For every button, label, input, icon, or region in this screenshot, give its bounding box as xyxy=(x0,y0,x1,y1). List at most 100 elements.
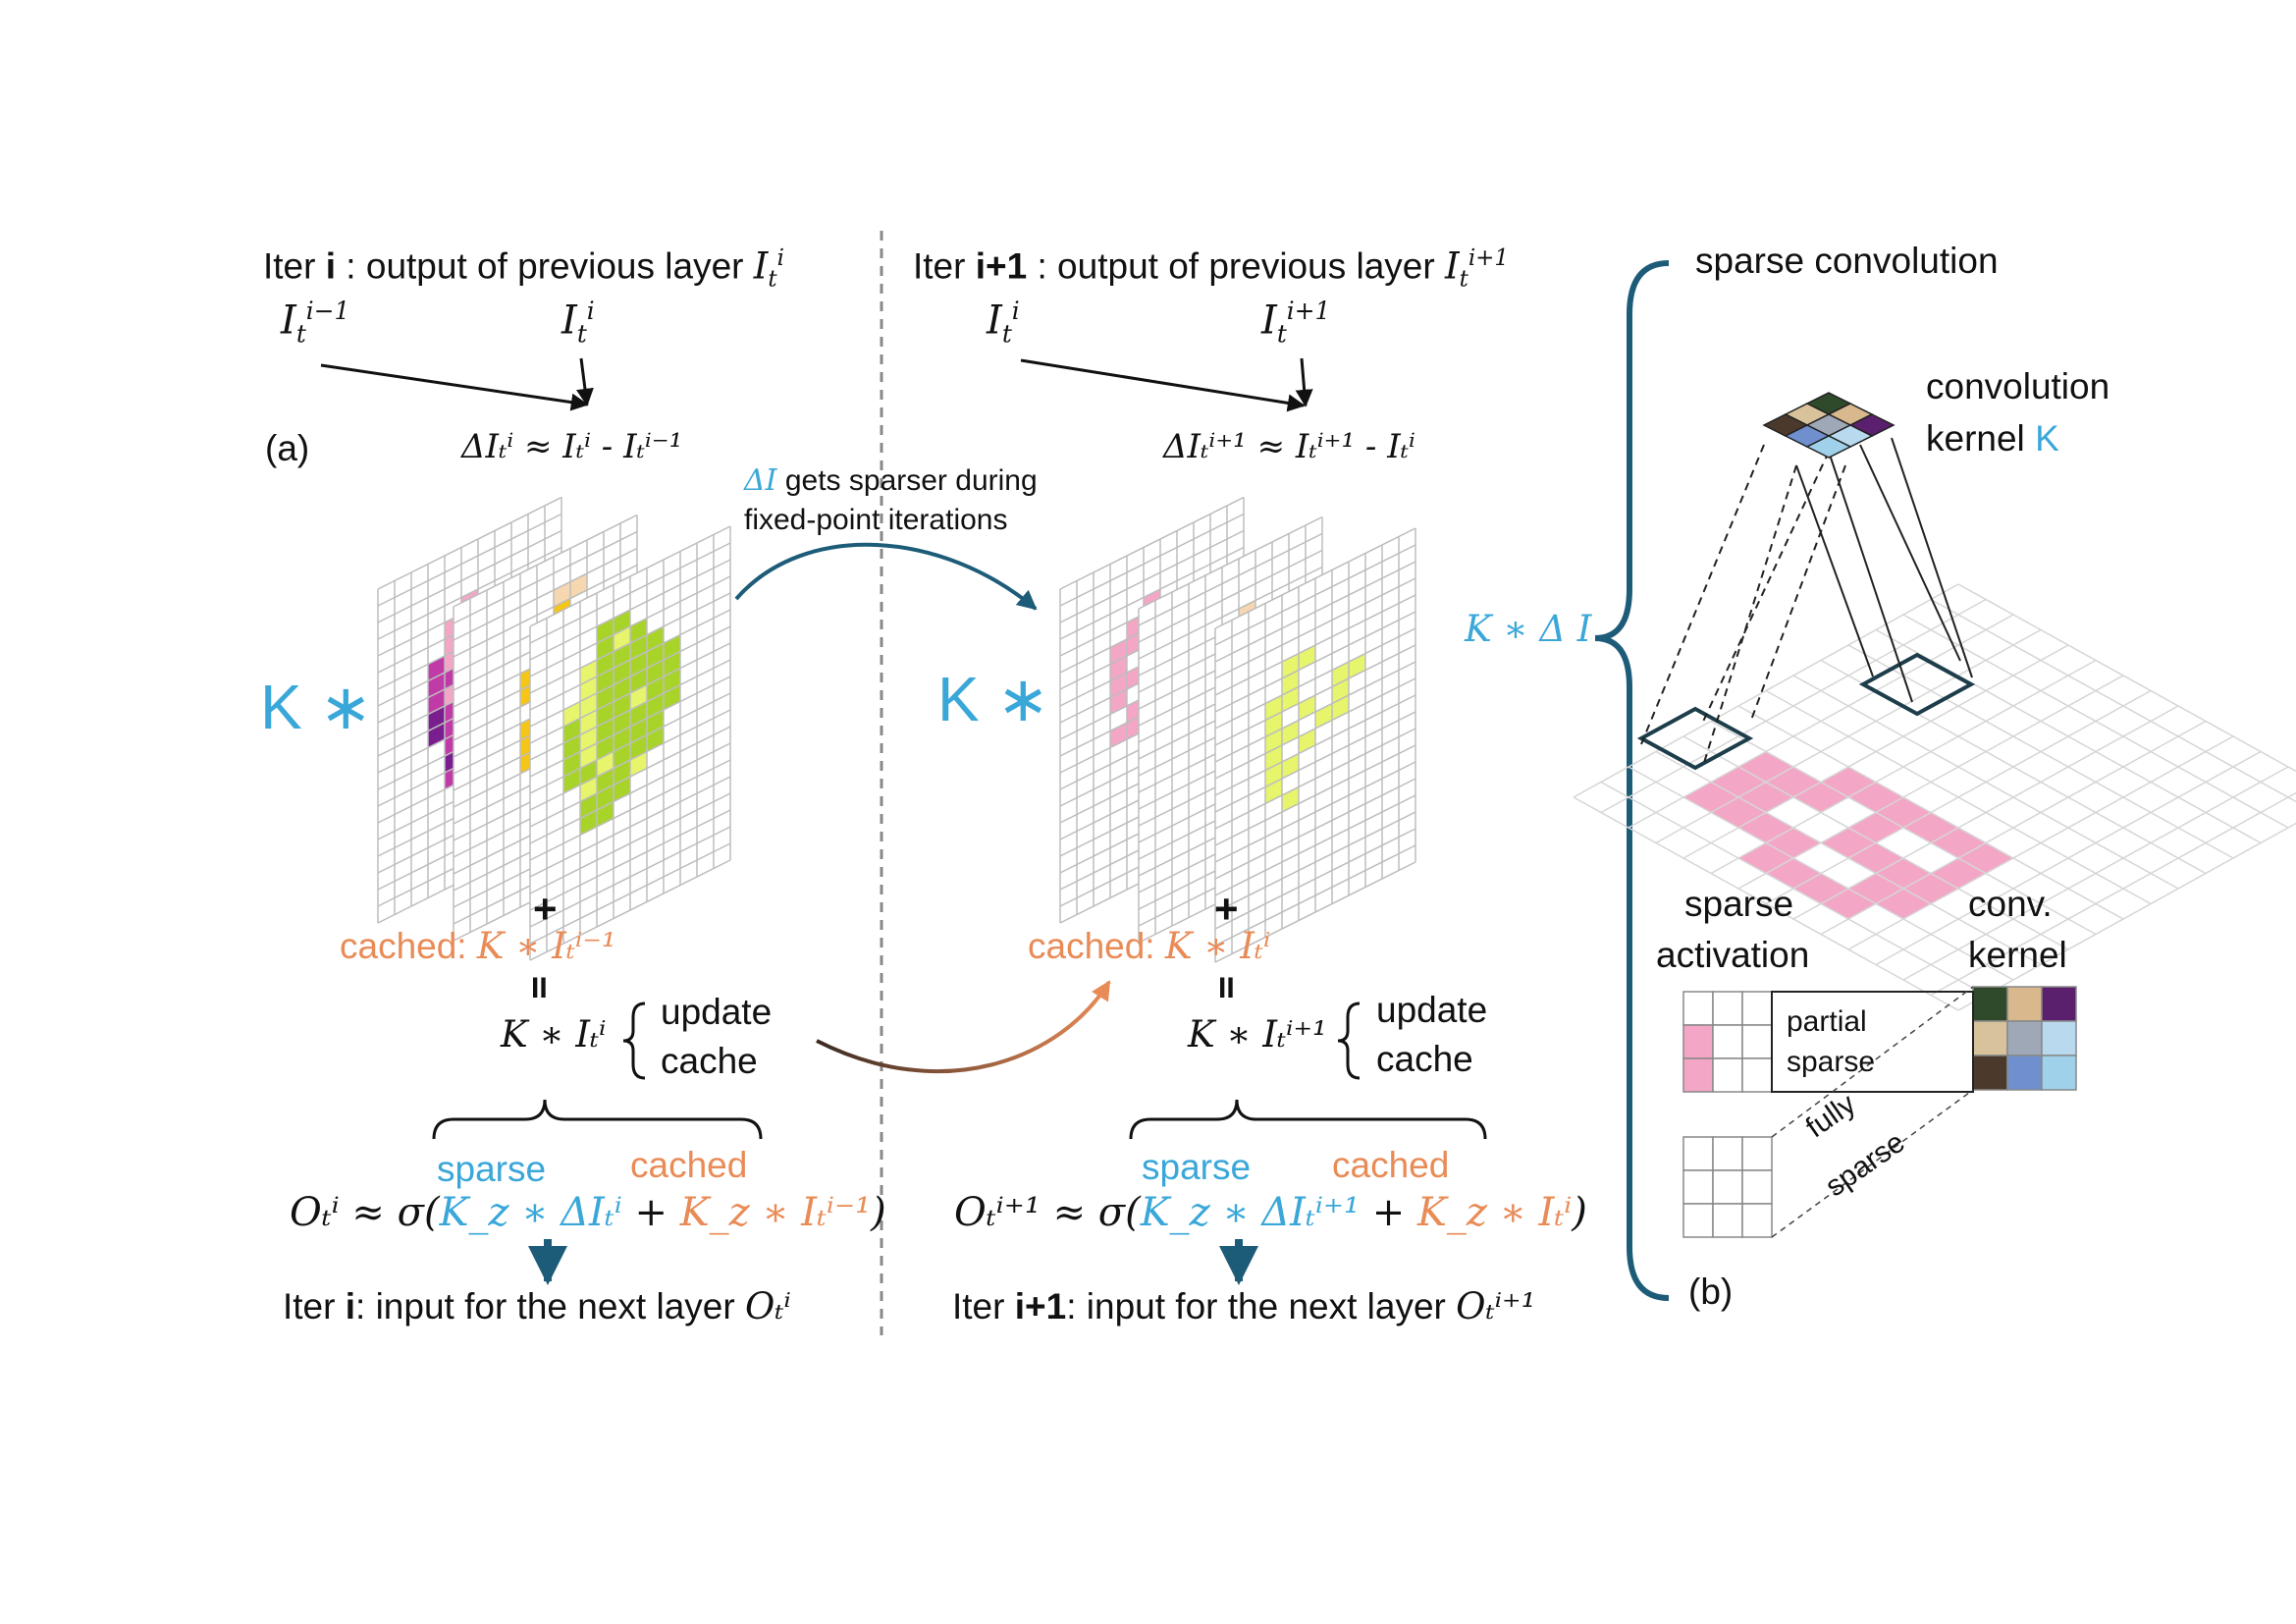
sparse-activation-full-cell xyxy=(1741,1136,1773,1171)
conv-kernel-2: kernel xyxy=(1968,935,2067,975)
right-input-prev: Iti xyxy=(987,297,1020,349)
kernel-footprint-dense xyxy=(1858,652,1976,717)
plane-line xyxy=(1957,822,2296,1011)
sparse-activation-2: activation xyxy=(1656,935,1810,975)
sparse-activation-partial-cell xyxy=(1682,991,1714,1026)
right-layer-3 xyxy=(1214,527,1416,963)
kernel-3d-cell xyxy=(1805,435,1852,459)
plane-line xyxy=(1710,720,2097,936)
conv-kernel-grid xyxy=(1972,986,2077,1091)
update-brace-left xyxy=(622,1001,646,1080)
right-cached: cached: K ∗ Iₜⁱ xyxy=(1028,925,1271,967)
plane-line xyxy=(1930,598,2296,803)
sparser-note-line1: ΔI gets sparser during xyxy=(744,463,1038,498)
right-sparse-label: sparse xyxy=(1142,1147,1252,1187)
conv-kernel-grid-cell xyxy=(2041,1020,2077,1056)
conv-kernel-grid-cell xyxy=(2006,986,2043,1022)
left-layer-1-hline xyxy=(377,529,562,623)
right-equals: II xyxy=(1218,972,1235,1004)
left-update: update xyxy=(661,992,773,1032)
plane-line xyxy=(1628,766,2014,981)
right-layer-2-hline xyxy=(1138,549,1323,643)
kernel-projection-lines xyxy=(1640,437,1973,767)
sparse-activation-full-cell xyxy=(1682,1203,1714,1238)
right-activation-grids xyxy=(1059,496,1416,963)
right-layer-1-hline xyxy=(1059,513,1245,607)
right-title: Iter i+1 : output of previous layer Iti+… xyxy=(913,244,1509,293)
partial-sparse-1: partial xyxy=(1787,1005,1867,1038)
plane-line xyxy=(1875,750,2262,966)
sparse-activation-partial-cell xyxy=(1712,1024,1743,1059)
left-cache: cache xyxy=(661,1041,758,1081)
sparse-activation-full-cell xyxy=(1682,1169,1714,1205)
panel-a-label: (a) xyxy=(265,428,310,468)
right-update: update xyxy=(1376,990,1488,1030)
right-input-curr: Iti+1 xyxy=(1261,297,1331,349)
full-connector-bottom xyxy=(1771,1089,1974,1238)
left-cached-label: cached xyxy=(630,1145,748,1185)
sparse-activation-full-cell xyxy=(1741,1203,1773,1238)
conv-kernel-grid-cell xyxy=(1972,986,2008,1022)
partial-sparse-2: sparse xyxy=(1787,1046,1876,1078)
sparse-activation-partial xyxy=(1682,991,1773,1093)
sparse-activation-partial-cell xyxy=(1712,991,1743,1026)
right-cache: cache xyxy=(1376,1039,1473,1079)
panel-b-title: sparse convolution xyxy=(1695,241,1999,281)
left-layer-1-hline xyxy=(377,496,562,590)
conv-kernel-grid-cell xyxy=(1972,1020,2008,1056)
left-layer-2-hline xyxy=(453,547,638,641)
left-layer-3 xyxy=(529,525,731,961)
right-layer-2-hline xyxy=(1138,515,1323,610)
left-result: K ∗ Iₜⁱ xyxy=(501,1013,607,1056)
right-output-eq: Oₜⁱ⁺¹ ≈ σ(K_z ∗ ΔIₜⁱ⁺¹ + K_z ∗ Iₜⁱ) xyxy=(954,1190,1587,1235)
right-layer-1-hline xyxy=(1059,529,1245,623)
conv-kernel-1: conv. xyxy=(1968,884,2053,924)
conv-kernel-grid-cell xyxy=(2006,1055,2043,1091)
arrow-right-curr xyxy=(1295,357,1313,407)
cache-update-arrow xyxy=(816,980,1111,1074)
small-grids xyxy=(1682,986,2077,1238)
right-result: K ∗ Iₜⁱ⁺¹ xyxy=(1188,1013,1327,1056)
sparse-activation-full-cell xyxy=(1741,1169,1773,1205)
left-input-prev: Iti−1 xyxy=(281,297,350,349)
left-layer-2-hline xyxy=(453,530,638,624)
right-next-layer: Iter i+1: input for the next layer Oₜⁱ⁺¹ xyxy=(952,1285,1536,1327)
plane-line xyxy=(1682,735,2069,950)
arrow-left-curr xyxy=(576,357,594,406)
panel-b-label: (b) xyxy=(1688,1272,1734,1312)
right-layer-1-hline xyxy=(1059,496,1245,590)
partial-connector xyxy=(1771,991,1974,1093)
sparse-activation-full-cell xyxy=(1712,1136,1743,1171)
left-title: Iter i : output of previous layer Iti xyxy=(263,244,784,293)
kernel-3d xyxy=(1762,392,1896,459)
plane-line xyxy=(1737,705,2124,920)
panel-b-brace-label: K ∗ Δ I xyxy=(1465,608,1592,650)
left-output-eq: Oₜⁱ ≈ σ(K_z ∗ ΔIₜⁱ + K_z ∗ Iₜⁱ⁻¹) xyxy=(290,1190,886,1235)
left-input-curr: Iti xyxy=(561,297,595,349)
sparse-activation-full-cell xyxy=(1712,1169,1743,1205)
plane-line xyxy=(1765,689,2152,905)
arrow-right-prev xyxy=(1020,358,1306,412)
sparse-activation-partial-cell xyxy=(1682,1024,1714,1059)
full-connector-top xyxy=(1771,986,1974,1138)
plane-line xyxy=(1820,720,2207,936)
sparse-activation-full-cell xyxy=(1712,1203,1743,1238)
under-brace-left-shape xyxy=(432,1099,763,1140)
conv-kernel-grid-cell xyxy=(2041,1055,2077,1091)
right-cached-label: cached xyxy=(1332,1145,1450,1185)
sparser-arrow xyxy=(734,542,1038,611)
right-layer-2-hline xyxy=(1138,566,1323,660)
panel-b-brace xyxy=(1594,260,1670,1301)
arrow-left-prev xyxy=(320,363,589,411)
conv-kernel-grid-cell xyxy=(1972,1055,2008,1091)
conv-kernel-grid-cell xyxy=(2006,1020,2043,1056)
left-kernel-mul: K ∗ xyxy=(260,672,373,742)
plane-line xyxy=(1655,750,2042,966)
conv-kernel-grid-cell xyxy=(2041,986,2077,1022)
under-brace-left xyxy=(434,1119,545,1139)
plane-line xyxy=(1902,766,2289,981)
right-delta-eq: ΔIₜⁱ⁺¹ ≈ Iₜⁱ⁺¹ - Iₜⁱ xyxy=(1163,427,1415,466)
plane-line xyxy=(1847,735,2234,950)
sparse-activation-1: sparse xyxy=(1684,884,1794,924)
